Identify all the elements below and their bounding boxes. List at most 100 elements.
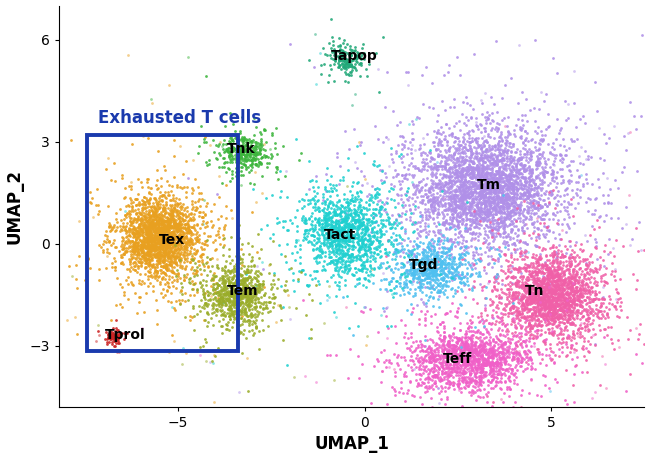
Point: [562, 301, 572, 308]
Point: [394, 152, 404, 159]
Point: [513, 116, 523, 123]
Point: [410, 270, 421, 278]
Point: [190, 249, 201, 256]
Point: [185, 228, 196, 235]
Point: [186, 231, 196, 239]
Point: [564, 262, 575, 269]
Point: [158, 237, 168, 245]
Point: [158, 224, 168, 232]
Point: [561, 282, 571, 290]
Point: [450, 203, 460, 211]
Point: [554, 322, 564, 329]
Point: [168, 243, 178, 250]
Point: [480, 346, 490, 353]
Point: [437, 385, 447, 392]
Point: [221, 292, 231, 299]
Point: [530, 319, 540, 327]
Point: [564, 177, 574, 184]
Point: [370, 195, 380, 202]
Point: [479, 230, 489, 237]
Point: [536, 288, 547, 296]
Point: [534, 262, 544, 269]
Point: [521, 353, 531, 361]
Point: [568, 314, 578, 322]
Point: [135, 236, 145, 244]
Point: [499, 147, 509, 154]
Point: [503, 346, 514, 353]
Point: [180, 289, 190, 297]
Point: [149, 239, 159, 246]
Point: [148, 243, 158, 250]
Point: [532, 299, 543, 307]
Point: [469, 212, 479, 219]
Point: [423, 261, 434, 269]
Point: [599, 156, 610, 163]
Point: [254, 286, 265, 293]
Point: [332, 351, 342, 358]
Point: [573, 261, 584, 268]
Point: [161, 216, 172, 223]
Point: [549, 265, 560, 273]
Point: [552, 282, 563, 289]
Point: [430, 162, 441, 170]
Point: [536, 136, 546, 143]
Point: [418, 356, 428, 364]
Point: [473, 210, 483, 218]
Point: [438, 355, 448, 362]
Point: [541, 312, 552, 319]
Point: [450, 202, 461, 209]
Point: [410, 205, 421, 213]
Point: [468, 180, 478, 187]
Point: [450, 353, 460, 360]
Point: [532, 276, 543, 284]
Point: [301, 219, 311, 226]
Point: [147, 212, 157, 219]
Point: [427, 198, 437, 205]
Point: [168, 220, 179, 227]
Point: [577, 312, 588, 319]
Point: [365, 305, 375, 313]
Point: [344, 45, 355, 53]
Point: [543, 289, 554, 297]
Point: [520, 112, 530, 119]
Point: [235, 154, 245, 162]
Point: [199, 241, 209, 248]
Point: [416, 178, 426, 185]
Point: [325, 225, 335, 232]
Point: [452, 364, 462, 372]
Point: [183, 240, 194, 247]
Point: [547, 278, 558, 285]
Point: [220, 291, 230, 299]
Point: [437, 202, 447, 210]
Point: [335, 46, 345, 53]
Point: [358, 281, 369, 289]
Point: [251, 162, 261, 169]
Point: [512, 381, 522, 388]
Point: [162, 251, 173, 258]
Point: [540, 305, 551, 313]
Point: [231, 164, 241, 172]
Point: [300, 234, 311, 241]
Point: [406, 249, 417, 257]
Point: [421, 275, 432, 282]
Point: [411, 252, 421, 260]
Point: [545, 306, 556, 313]
Point: [569, 345, 579, 352]
Point: [305, 196, 315, 204]
Point: [482, 187, 493, 194]
Point: [507, 280, 517, 287]
Point: [344, 346, 355, 353]
Point: [444, 380, 454, 387]
Point: [136, 256, 147, 263]
Point: [541, 298, 551, 305]
Point: [574, 291, 584, 298]
Point: [516, 161, 526, 168]
Point: [335, 263, 345, 270]
Point: [524, 267, 534, 274]
Point: [527, 310, 538, 318]
Point: [382, 210, 392, 217]
Point: [443, 339, 453, 347]
Point: [557, 282, 567, 289]
Point: [292, 275, 303, 283]
Point: [332, 211, 343, 218]
